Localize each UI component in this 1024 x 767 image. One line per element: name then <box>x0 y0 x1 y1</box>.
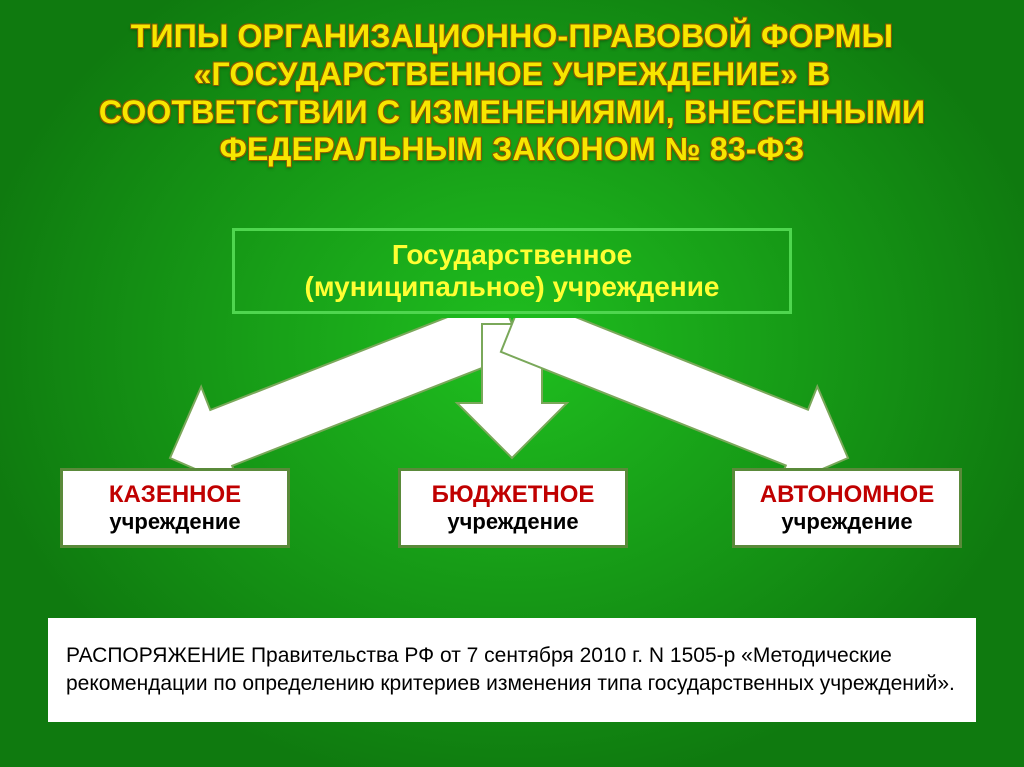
child-node-sub: учреждение <box>735 509 959 535</box>
root-node-line: Государственное <box>235 239 789 271</box>
title-line: ТИПЫ ОРГАНИЗАЦИОННО-ПРАВОВОЙ ФОРМЫ <box>131 18 893 54</box>
child-node-label: БЮДЖЕТНОЕ <box>401 481 625 509</box>
child-node: КАЗЕННОЕучреждение <box>60 468 290 548</box>
footer-note: РАСПОРЯЖЕНИЕ Правительства РФ от 7 сентя… <box>48 618 976 722</box>
title-line: СООТВЕТСТВИИ С ИЗМЕНЕНИЯМИ, ВНЕСЕННЫМИ <box>99 94 925 130</box>
child-node: АВТОНОМНОЕучреждение <box>732 468 962 548</box>
footer-text: РАСПОРЯЖЕНИЕ Правительства РФ от 7 сентя… <box>66 642 958 699</box>
title-line: ФЕДЕРАЛЬНЫМ ЗАКОНОМ № 83-ФЗ <box>220 131 805 167</box>
slide-title: ТИПЫ ОРГАНИЗАЦИОННО-ПРАВОВОЙ ФОРМЫ «ГОСУ… <box>0 18 1024 169</box>
root-node: Государственное (муниципальное) учрежден… <box>232 228 792 314</box>
child-node-sub: учреждение <box>401 509 625 535</box>
child-node-label: КАЗЕННОЕ <box>63 481 287 509</box>
child-node-sub: учреждение <box>63 509 287 535</box>
child-node: БЮДЖЕТНОЕучреждение <box>398 468 628 548</box>
title-line: «ГОСУДАРСТВЕННОЕ УЧРЕЖДЕНИЕ» В <box>194 56 831 92</box>
child-node-label: АВТОНОМНОЕ <box>735 481 959 509</box>
root-node-line: (муниципальное) учреждение <box>235 271 789 303</box>
